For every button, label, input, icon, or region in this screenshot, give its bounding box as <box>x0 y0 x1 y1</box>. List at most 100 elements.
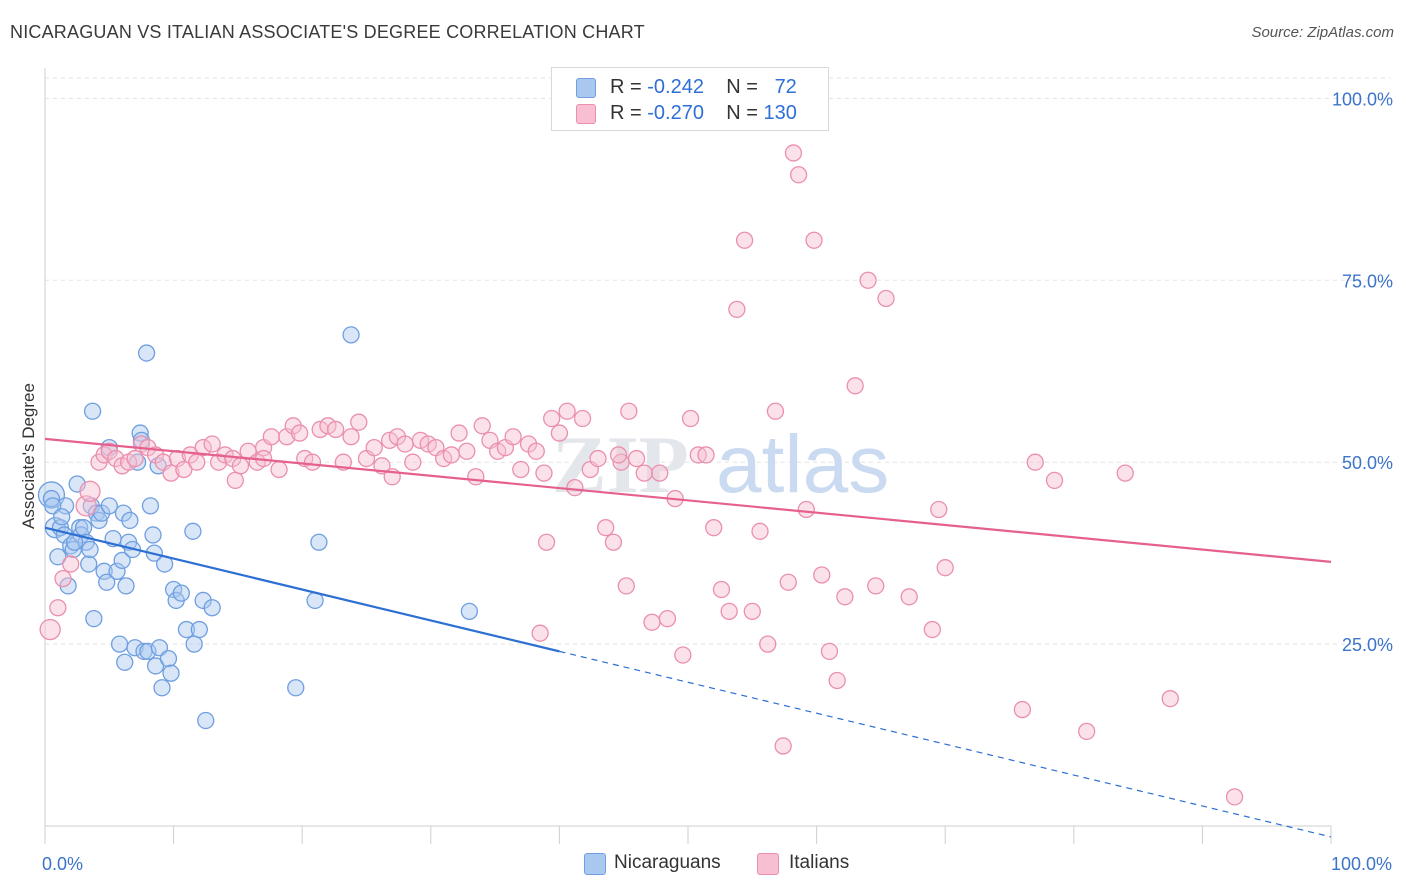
italian-point <box>62 555 80 573</box>
nicaraguan-point <box>74 519 93 537</box>
italian-point <box>175 460 193 479</box>
nicaraguan-point <box>287 679 305 697</box>
italian-point <box>396 435 414 453</box>
italian-point <box>504 428 522 446</box>
italian-point <box>79 480 101 502</box>
italian-point <box>527 442 545 460</box>
nicaraguan-point <box>37 481 66 509</box>
italian-point <box>658 609 677 628</box>
italian-point <box>450 424 468 442</box>
italian-point <box>188 453 206 471</box>
legend-r-value: -0.242 <box>647 76 704 98</box>
stats-legend: R = -0.242 N = 72 R = -0.270 N = 130 <box>551 67 829 131</box>
nicaraguan-point <box>177 620 196 639</box>
italian-point <box>226 471 244 490</box>
italian-point <box>766 402 785 420</box>
nicaraguan-point <box>126 639 144 657</box>
nicaraguans-trend-line <box>44 526 560 653</box>
italian-point <box>751 522 769 540</box>
italian-point <box>458 442 476 460</box>
grid-lines <box>45 77 1391 645</box>
watermark-atlas: atlas <box>716 419 889 510</box>
source-label: Source: ZipAtlas.com <box>1251 24 1394 41</box>
italian-point <box>805 231 823 249</box>
italian-point <box>923 620 941 639</box>
legend-r-label: R = <box>610 76 642 98</box>
nicaraguan-point <box>110 635 129 653</box>
italian-point <box>859 271 877 289</box>
italian-point <box>290 424 309 442</box>
italian-point <box>543 409 561 428</box>
nicaraguan-point <box>80 555 98 573</box>
italian-point <box>573 409 592 428</box>
italian-point <box>54 569 72 588</box>
nicaraguan-point <box>56 497 75 515</box>
y-tick-label: 100.0% <box>1332 89 1393 109</box>
x-tick-label-min: 0.0% <box>42 854 83 874</box>
nicaraguan-point <box>197 711 215 730</box>
legend-n-value: 72 <box>774 76 797 98</box>
italian-point <box>1045 471 1064 490</box>
nicaraguan-point <box>49 548 67 566</box>
nicaraguan-point <box>81 540 99 559</box>
nicaraguan-point <box>144 526 162 544</box>
nicaraguan-point <box>85 609 103 628</box>
chart-title: NICARAGUAN VS ITALIAN ASSOCIATE'S DEGREE… <box>10 22 645 42</box>
italian-point <box>467 468 485 486</box>
legend-n-label: N = <box>726 102 758 124</box>
italian-point <box>836 588 854 606</box>
italian-point <box>828 671 846 690</box>
y-tick-labels: 25.0% 50.0% 75.0% 100.0% <box>1332 89 1393 655</box>
nicaraguan-point <box>203 599 221 617</box>
italian-point <box>1225 788 1244 806</box>
italian-point <box>535 464 553 482</box>
italian-point <box>512 460 530 479</box>
nicaraguan-point <box>116 653 134 671</box>
nicaraguans-trend-extension <box>559 650 1332 838</box>
italian-point <box>797 500 815 519</box>
italian-point <box>194 438 212 457</box>
legend-r-label: R = <box>610 102 642 124</box>
italian-point <box>620 402 638 420</box>
legend-r-value: -0.270 <box>647 102 704 124</box>
nicaraguan-point <box>342 326 360 344</box>
italian-point <box>278 428 296 446</box>
bottom-legend-label: Nicaraguans <box>614 852 721 873</box>
italian-point <box>558 402 576 420</box>
italian-point <box>759 635 777 653</box>
nicaraguan-point <box>146 657 165 675</box>
nicaraguan-point <box>137 344 156 362</box>
italian-point <box>609 446 628 464</box>
nicaraguan-point <box>53 508 71 526</box>
nicaraguan-point <box>98 573 116 591</box>
italian-point <box>342 428 360 446</box>
italian-point <box>49 599 67 617</box>
italian-point <box>550 424 569 442</box>
italian-point <box>303 453 322 471</box>
italian-point <box>774 737 792 755</box>
nicaraguan-point <box>194 591 212 610</box>
italian-point <box>39 618 61 641</box>
italian-point <box>1116 464 1134 482</box>
nicaraguan-point <box>108 562 126 580</box>
italian-point <box>597 519 615 537</box>
italian-point <box>442 446 461 464</box>
italian-point <box>820 642 839 661</box>
italian-point <box>674 646 692 664</box>
italian-point <box>651 464 669 482</box>
italian-point <box>262 428 280 446</box>
italian-point <box>867 577 885 595</box>
nicaraguans-points <box>37 326 479 730</box>
trend-lines <box>44 437 1332 838</box>
legend-n-label: N = <box>726 76 758 98</box>
italian-point <box>1026 453 1044 471</box>
italians-trend-line <box>44 437 1332 563</box>
italian-point <box>813 566 831 584</box>
nicaraguan-point <box>121 511 139 530</box>
italian-point <box>635 464 653 482</box>
italian-point <box>1013 700 1032 719</box>
nicaraguan-point <box>117 577 135 595</box>
italian-point <box>846 377 864 395</box>
italian-point <box>705 519 723 537</box>
